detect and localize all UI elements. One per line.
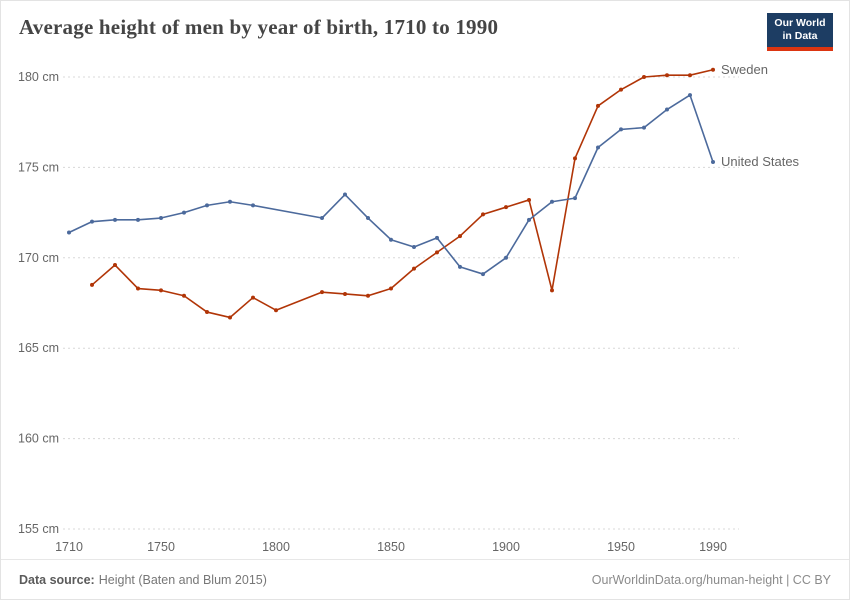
data-point (274, 308, 278, 313)
x-tick-label: 1800 (262, 540, 290, 554)
data-point (504, 255, 508, 260)
x-tick-label: 1990 (699, 540, 727, 554)
data-point (90, 282, 94, 287)
data-point (619, 87, 623, 92)
y-tick-label: 155 cm (18, 522, 59, 536)
data-point (665, 73, 669, 78)
data-point (366, 216, 370, 221)
data-point (550, 288, 554, 293)
data-point (435, 250, 439, 255)
data-source-text: Height (Baten and Blum 2015) (98, 572, 267, 587)
data-point (90, 219, 94, 224)
credit-link[interactable]: OurWorldinData.org/human-height | CC BY (591, 572, 831, 587)
data-point (67, 230, 71, 235)
data-point (343, 291, 347, 296)
chart-header: Average height of men by year of birth, … (1, 1, 849, 59)
data-point (228, 199, 232, 204)
x-tick-label: 1950 (607, 540, 635, 554)
data-point (435, 235, 439, 240)
data-point (550, 199, 554, 204)
data-point (596, 145, 600, 150)
data-point (596, 103, 600, 108)
data-point (182, 210, 186, 215)
data-point (688, 93, 692, 98)
data-point (665, 107, 669, 112)
series-line-sweden (91, 68, 714, 319)
x-tick-label: 1750 (147, 540, 175, 554)
data-point (113, 263, 117, 268)
chart-title: Average height of men by year of birth, … (19, 15, 499, 39)
data-point (527, 217, 531, 222)
y-tick-label: 165 cm (18, 341, 59, 355)
series-label-united-states: United States (721, 154, 800, 169)
logo-line2: in Data (782, 29, 818, 42)
data-point (251, 295, 255, 300)
data-point (228, 315, 232, 320)
series-line-united-states (68, 94, 714, 275)
data-point (205, 310, 209, 315)
data-source: Data source: Height (Baten and Blum 2015) (19, 573, 267, 587)
x-tick-label: 1850 (377, 540, 405, 554)
y-tick-label: 180 cm (18, 70, 59, 84)
data-point (412, 244, 416, 249)
data-point (458, 234, 462, 239)
data-point (136, 217, 140, 222)
data-point (458, 264, 462, 269)
data-point (711, 67, 715, 72)
data-point (481, 212, 485, 217)
x-tick-label: 1900 (492, 540, 520, 554)
data-point (412, 266, 416, 271)
data-point (688, 73, 692, 78)
data-point (343, 192, 347, 197)
data-point (159, 216, 163, 221)
data-point (389, 237, 393, 242)
chart-svg: 155 cm 160 cm 165 cm 170 cm 175 cm 180 cm 1710… (18, 62, 800, 554)
data-point (527, 197, 531, 202)
data-point (711, 159, 715, 164)
data-point (481, 272, 485, 277)
data-point (642, 125, 646, 130)
data-point (389, 286, 393, 291)
data-source-label: Data source: (19, 572, 95, 587)
data-point (251, 203, 255, 208)
data-point (205, 203, 209, 208)
logo-accent-bar (767, 47, 833, 51)
logo-line1: Our World (774, 16, 826, 29)
y-tick-label: 170 cm (18, 251, 59, 265)
series-label-sweden: Sweden (721, 62, 768, 77)
y-tick-label: 160 cm (18, 432, 59, 446)
data-point (573, 196, 577, 201)
y-tick-label: 175 cm (18, 160, 59, 174)
chart-footer: Data source: Height (Baten and Blum 2015)… (1, 559, 849, 599)
data-point (619, 127, 623, 132)
data-point (573, 156, 577, 161)
data-point (504, 205, 508, 210)
data-point (366, 293, 370, 298)
x-tick-label: 1710 (55, 540, 83, 554)
owid-logo: Our World in Data (767, 13, 833, 51)
data-point (182, 293, 186, 298)
data-point (320, 216, 324, 221)
data-point (159, 288, 163, 293)
data-point (320, 290, 324, 295)
data-point (136, 286, 140, 291)
data-point (642, 75, 646, 79)
data-point (113, 217, 117, 222)
